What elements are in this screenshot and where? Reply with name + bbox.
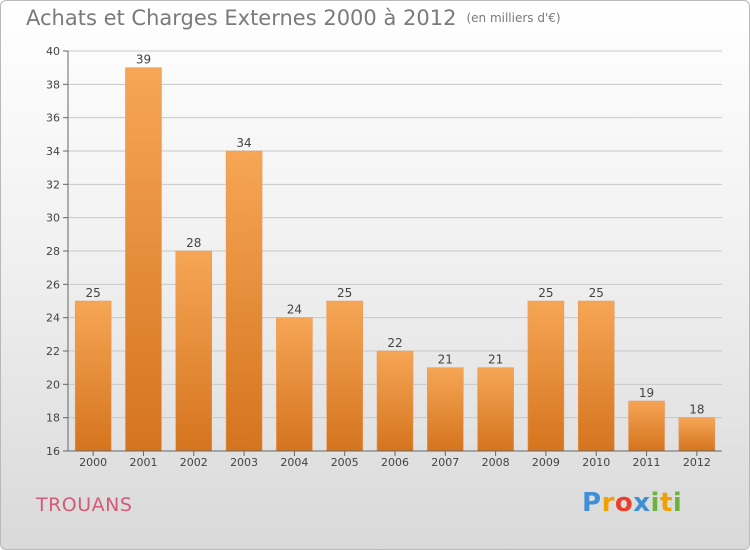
- chart-title-text: Achats et Charges Externes 2000 à 2012: [26, 6, 457, 30]
- bar-value-label: 28: [186, 236, 201, 250]
- x-tick-label: 2006: [381, 456, 409, 469]
- y-tick-label: 16: [46, 445, 60, 458]
- x-tick-label: 2004: [280, 456, 308, 469]
- y-tick-label: 32: [46, 178, 60, 191]
- y-tick-label: 30: [46, 212, 60, 225]
- x-tick-label: 2001: [129, 456, 157, 469]
- bar: [175, 250, 213, 452]
- axes: [63, 50, 722, 456]
- x-tick-label: 2009: [532, 456, 560, 469]
- y-tick-label: 38: [46, 78, 60, 91]
- bar: [628, 400, 665, 452]
- x-tick-label: 2007: [431, 456, 459, 469]
- bar-value-label: 18: [689, 403, 704, 417]
- bar-value-label: 22: [387, 336, 402, 350]
- x-tick-label: 2011: [633, 456, 661, 469]
- brand-letter: i: [672, 488, 683, 518]
- x-tick-label: 2010: [582, 456, 610, 469]
- bar-value-label: 19: [639, 386, 654, 400]
- town-name: TROUANS: [36, 494, 133, 516]
- y-tick-label: 24: [46, 312, 60, 325]
- bar: [326, 300, 363, 452]
- bar: [477, 367, 514, 452]
- y-tick-label: 20: [46, 378, 60, 391]
- x-tick-label: 2012: [683, 456, 711, 469]
- y-tick-label: 36: [46, 112, 60, 125]
- bar-value-label: 21: [438, 353, 453, 367]
- chart-title: Achats et Charges Externes 2000 à 2012 (e…: [26, 6, 561, 30]
- bar-value-label: 24: [287, 303, 302, 317]
- bar: [225, 150, 263, 452]
- bar-value-label: 21: [488, 353, 503, 367]
- bars: [74, 67, 716, 452]
- bar-value-label: 25: [589, 286, 604, 300]
- bar-value-label: 25: [337, 286, 352, 300]
- y-tick-label: 18: [46, 412, 60, 425]
- x-tick-label: 2005: [331, 456, 359, 469]
- bar: [527, 300, 565, 452]
- x-tick-label: 2008: [482, 456, 510, 469]
- bar-value-label: 39: [136, 53, 151, 67]
- brand-letter: i: [650, 488, 660, 518]
- y-tick-label: 28: [46, 245, 60, 258]
- bar-value-label: 25: [86, 286, 101, 300]
- proxiti-logo: Proxiti: [582, 488, 682, 518]
- bar-value-label: 34: [236, 136, 251, 150]
- x-tick-label: 2000: [79, 456, 107, 469]
- bar: [427, 367, 464, 452]
- y-tick-label: 22: [46, 345, 60, 358]
- bar: [577, 300, 615, 452]
- brand-letter: r: [601, 488, 615, 518]
- y-tick-label: 34: [46, 145, 60, 158]
- bar: [678, 417, 716, 452]
- x-tick-label: 2003: [230, 456, 258, 469]
- bar: [276, 317, 313, 452]
- bar: [74, 300, 112, 452]
- brand-letter: P: [582, 488, 602, 518]
- labels: 16 18 20 22 24 26 28 30 32 34 36 38 40 25 2000 39 2001 28…: [46, 45, 711, 469]
- bar: [376, 350, 414, 452]
- chart-unit: (en milliers d'€): [466, 11, 561, 25]
- brand-letter: x: [633, 488, 651, 518]
- y-tick-label: 40: [46, 45, 60, 58]
- brand-letter: o: [614, 488, 634, 518]
- bar: [125, 67, 162, 452]
- x-tick-label: 2002: [180, 456, 208, 469]
- brand-letter: t: [659, 488, 673, 518]
- bar-value-label: 25: [538, 286, 553, 300]
- y-tick-label: 26: [46, 278, 60, 291]
